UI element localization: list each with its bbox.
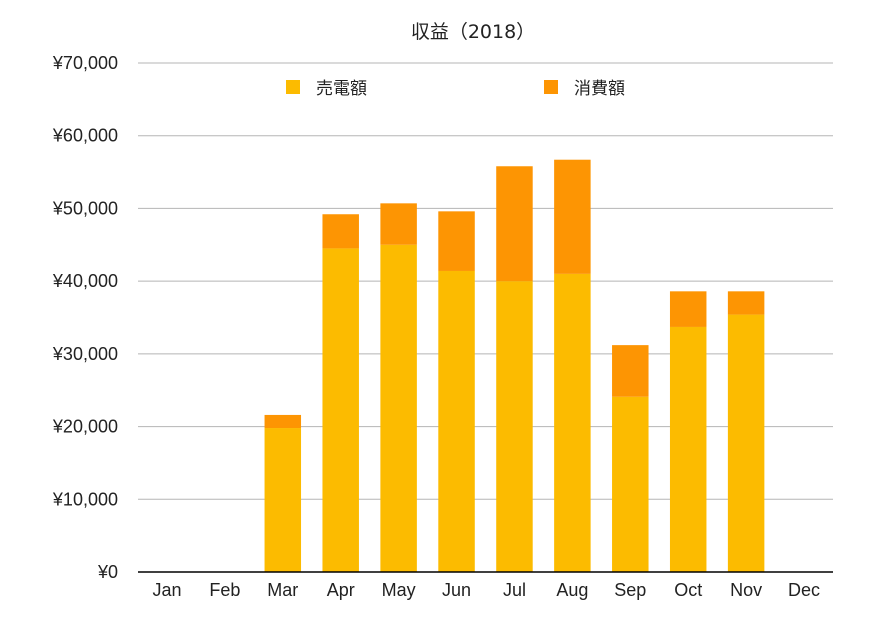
x-tick-label-may: May xyxy=(382,580,416,600)
bar-apr-series-2 xyxy=(322,214,359,249)
y-tick-label: ¥60,000 xyxy=(52,126,118,146)
x-tick-label-jan: Jan xyxy=(152,580,181,600)
bar-jul-series-1 xyxy=(496,281,533,572)
legend: 売電額 消費額 xyxy=(286,79,625,99)
y-tick-label: ¥0 xyxy=(97,562,118,582)
x-tick-label-apr: Apr xyxy=(327,580,355,600)
bar-aug-series-2 xyxy=(554,159,591,274)
bar-nov-series-1 xyxy=(727,314,765,572)
bar-mar-series-1 xyxy=(264,428,302,572)
y-tick-label: ¥50,000 xyxy=(52,198,118,218)
y-tick-label: ¥40,000 xyxy=(52,271,118,291)
x-tick-label-jun: Jun xyxy=(442,580,471,600)
legend-swatch-consumption xyxy=(544,80,558,94)
y-tick-label: ¥10,000 xyxy=(52,489,118,509)
x-tick-label-feb: Feb xyxy=(209,580,240,600)
bar-sep-series-2 xyxy=(612,345,649,397)
bar-jun-series-2 xyxy=(438,211,475,271)
bars xyxy=(264,159,765,573)
bar-nov-series-2 xyxy=(727,291,765,315)
x-tick-label-oct: Oct xyxy=(674,580,702,600)
bar-may-series-2 xyxy=(380,203,417,245)
x-tick-label-jul: Jul xyxy=(503,580,526,600)
bar-sep-series-1 xyxy=(612,396,649,572)
bar-jul-series-2 xyxy=(496,166,533,282)
bar-jun-series-1 xyxy=(438,270,475,572)
y-tick-label: ¥20,000 xyxy=(52,417,118,437)
y-axis-ticks: ¥0 ¥10,000 ¥20,000 ¥30,000 ¥40,000 ¥50,000 ¥60… xyxy=(52,53,118,582)
y-tick-label: ¥70,000 xyxy=(52,53,118,73)
y-tick-label: ¥30,000 xyxy=(52,344,118,364)
bar-may-series-1 xyxy=(380,244,417,573)
x-tick-label-mar: Mar xyxy=(267,580,298,600)
legend-swatch-sales xyxy=(286,80,300,94)
chart-title: 収益（2018） xyxy=(411,21,535,43)
bar-mar-series-2 xyxy=(264,414,302,429)
bar-oct-series-1 xyxy=(669,326,707,572)
bar-oct-series-2 xyxy=(669,291,707,327)
x-tick-label-aug: Aug xyxy=(556,580,588,600)
bar-aug-series-1 xyxy=(554,273,591,572)
legend-label-consumption: 消費額 xyxy=(574,79,625,99)
legend-label-sales: 売電額 xyxy=(316,79,367,99)
x-tick-label-nov: Nov xyxy=(730,580,762,600)
x-tick-label-dec: Dec xyxy=(788,580,820,600)
x-tick-label-sep: Sep xyxy=(614,580,646,600)
x-axis-ticks: Jan Feb Mar Apr May Jun Jul Aug Sep Oct Nov Dec xyxy=(152,580,820,600)
bar-apr-series-1 xyxy=(322,248,359,572)
gridlines xyxy=(138,62,833,500)
